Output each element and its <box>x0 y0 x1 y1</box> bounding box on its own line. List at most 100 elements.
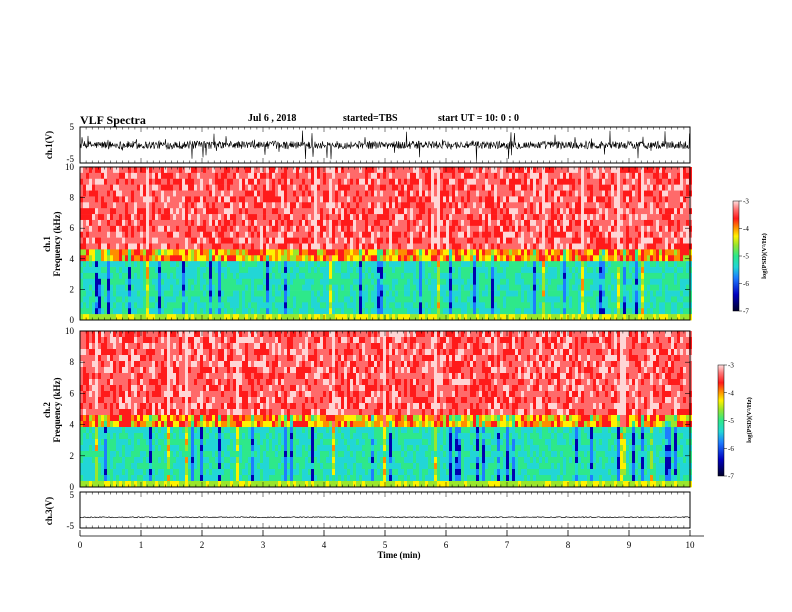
spectrogram-cell <box>383 278 386 285</box>
spectrogram-cell <box>545 302 548 309</box>
spectrogram-cell <box>560 172 563 180</box>
spectrogram-cell <box>128 214 131 221</box>
spectrogram-cell <box>299 284 302 291</box>
spectrogram-cell <box>86 178 89 185</box>
spectrogram-cell <box>152 172 155 180</box>
spectrogram-cell <box>227 219 230 227</box>
spectrogram-cell <box>191 214 194 221</box>
spectrogram-cell <box>215 184 218 191</box>
spectrogram-cell <box>593 237 596 244</box>
spectrogram-cell <box>212 214 215 221</box>
spectrogram-cell <box>92 225 95 233</box>
spectrogram-cell <box>593 208 596 215</box>
spectrogram-cell <box>356 314 359 321</box>
spectrogram-cell <box>167 219 170 227</box>
spectrogram-cell <box>239 314 242 321</box>
spectrogram-cell <box>323 249 326 256</box>
spectrogram-cell <box>578 243 581 250</box>
spectrogram-cell <box>584 290 587 297</box>
spectrogram-cell <box>614 249 617 256</box>
spectrogram-cell <box>161 296 164 303</box>
spectrogram-cell <box>119 278 122 285</box>
spectrogram-cell <box>278 290 281 297</box>
spectrogram-cell <box>137 208 140 215</box>
spectrogram-cell <box>623 219 626 227</box>
spectrogram-cell <box>380 278 383 285</box>
spectrogram-cell <box>425 196 428 203</box>
spectrogram-cell <box>197 308 200 315</box>
spectrogram-cell <box>635 302 638 309</box>
spectrogram-cell <box>308 272 311 280</box>
spectrogram-cell <box>80 249 83 256</box>
spectrogram-cell <box>488 302 491 309</box>
spectrogram-cell <box>611 261 614 268</box>
spectrogram-cell <box>626 202 629 209</box>
spectrogram-cell <box>398 167 401 174</box>
spectrogram-cell <box>617 225 620 233</box>
spectrogram-cell <box>479 190 482 197</box>
spectrogram-cell <box>293 255 296 262</box>
spectrogram-cell <box>236 231 239 238</box>
spectrogram-cell <box>323 202 326 209</box>
spectrogram-cell <box>185 290 188 297</box>
spectrogram-cell <box>242 214 245 221</box>
spectrogram-cell <box>143 214 146 221</box>
spectrogram-cell <box>404 196 407 203</box>
spectrogram-cell <box>80 314 83 321</box>
spectrogram-cell <box>251 249 254 256</box>
spectrogram-cell <box>83 272 86 280</box>
spectrogram-cell <box>590 255 593 262</box>
spectrogram-cell <box>116 231 119 238</box>
spectrogram-cell <box>569 278 572 285</box>
spectrogram-cell <box>632 237 635 244</box>
spectrogram-cell <box>113 278 116 285</box>
spectrogram-cell <box>197 249 200 256</box>
spectrogram-cell <box>533 249 536 256</box>
spectrogram-cell <box>560 184 563 191</box>
spectrogram-cell <box>551 172 554 180</box>
spectrogram-cell <box>344 219 347 227</box>
spectrogram-cell <box>494 296 497 303</box>
spectrogram-cell <box>413 190 416 197</box>
spectrogram-cell <box>641 231 644 238</box>
spectrogram-cell <box>443 202 446 209</box>
spectrogram-cell <box>167 196 170 203</box>
spectrogram-cell <box>476 278 479 285</box>
spectrogram-cell <box>110 261 113 268</box>
spectrogram-cell <box>134 261 137 268</box>
spectrogram-cell <box>251 219 254 227</box>
spectrogram-cell <box>344 272 347 280</box>
spectrogram-cell <box>356 261 359 268</box>
spectrogram-cell <box>584 178 587 185</box>
spectrogram-cell <box>491 243 494 250</box>
spectrogram-cell <box>272 214 275 221</box>
spectrogram-cell <box>614 296 617 303</box>
spectrogram-cell <box>233 249 236 256</box>
spectrogram-cell <box>236 214 239 221</box>
spectrogram-cell <box>254 225 257 233</box>
spectrogram-cell <box>317 261 320 268</box>
spectrogram-cell <box>224 208 227 215</box>
spectrogram-cell <box>515 172 518 180</box>
spectrogram-cell <box>425 184 428 191</box>
spectrogram-cell <box>638 249 641 256</box>
spectrogram-cell <box>320 214 323 221</box>
spectrogram-cell <box>221 261 224 268</box>
spectrogram-cell <box>95 237 98 244</box>
spectrogram-cell <box>473 225 476 233</box>
spectrogram-cell <box>260 284 263 291</box>
spectrogram-cell <box>329 196 332 203</box>
spectrogram-cell <box>530 208 533 215</box>
spectrogram-cell <box>218 237 221 244</box>
spectrogram-cell <box>605 237 608 244</box>
spectrogram-cell <box>374 314 377 321</box>
spectrogram-cell <box>431 190 434 197</box>
spectrogram-cell <box>419 296 422 303</box>
spectrogram-cell <box>248 255 251 262</box>
spectrogram-cell <box>647 184 650 191</box>
spectrogram-cell <box>464 208 467 215</box>
spectrogram-cell <box>647 302 650 309</box>
spectrogram-cell <box>185 178 188 185</box>
spectrogram-cell <box>500 272 503 280</box>
spectrogram-cell <box>455 249 458 256</box>
